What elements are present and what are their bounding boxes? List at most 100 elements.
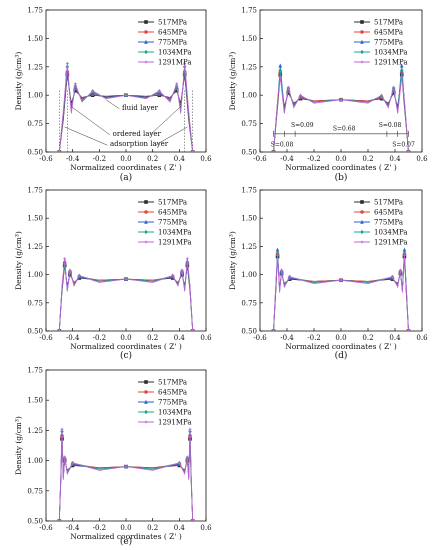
- x-tick-label: -0.2: [93, 334, 107, 342]
- panel-caption: (e): [120, 536, 132, 547]
- series-point-1291MPa: [279, 268, 284, 272]
- legend-marker-1034MPa: [360, 49, 364, 55]
- series-point-1291MPa: [180, 268, 184, 272]
- x-tick-label: 0.0: [120, 334, 131, 342]
- legend-marker-645MPa: [360, 30, 364, 34]
- segment-label: S=0.09: [291, 122, 314, 129]
- series-point-1291MPa: [188, 427, 192, 431]
- series-group: [57, 257, 195, 331]
- y-tick-label: 1.75: [27, 367, 43, 375]
- legend-label: 517MPa: [158, 379, 187, 387]
- series-point-1291MPa: [57, 329, 62, 331]
- y-axis-label: Density (g/cm³): [14, 231, 23, 290]
- panel-caption: (c): [120, 350, 132, 361]
- x-tick-label: 0.6: [200, 524, 212, 532]
- y-tick-label: 1.50: [27, 215, 43, 223]
- x-tick-label: 0.0: [120, 155, 131, 163]
- legend-label: 775MPa: [158, 39, 187, 47]
- series-point-1291MPa: [298, 93, 303, 97]
- series-point-1291MPa: [124, 93, 128, 97]
- y-axis-label: Density (g/cm³): [14, 52, 23, 111]
- legend-marker-1291MPa: [144, 60, 148, 64]
- x-tick-label: -0.2: [307, 155, 321, 163]
- y-tick-label: 1.75: [27, 187, 43, 195]
- y-tick-label: 0.50: [241, 149, 257, 157]
- series-point-775MPa: [278, 63, 283, 68]
- y-tick-label: 1.25: [27, 63, 43, 71]
- series-point-1291MPa: [287, 275, 292, 279]
- legend-marker-1291MPa: [144, 420, 148, 424]
- y-tick-label: 0.50: [27, 518, 43, 526]
- legend-label: 517MPa: [374, 199, 403, 207]
- y-tick-label: 1.75: [27, 7, 43, 15]
- x-tick-label: -0.6: [253, 334, 267, 342]
- series-line-517MPa: [58, 438, 194, 521]
- x-tick-label: 0.2: [362, 334, 373, 342]
- series-line-775MPa: [273, 249, 409, 331]
- legend-label: 1291MPa: [158, 59, 192, 67]
- x-tick-label: 0.4: [389, 155, 401, 163]
- x-tick-label: -0.6: [39, 155, 53, 163]
- panel-d: -0.6 -0.4 -0.2 0.0 0.2 0.4 0.6 0.50 0.75 1.00 1.25…: [228, 187, 428, 362]
- series-point-1291MPa: [90, 88, 95, 93]
- panel-c: -0.6 -0.4 -0.2 0.0 0.2 0.4 0.6 0.50 0.75 1.00 1.25…: [14, 187, 212, 362]
- series-line-775MPa: [58, 433, 194, 521]
- legend-label: 1034MPa: [158, 229, 192, 237]
- legend-label: 775MPa: [374, 39, 403, 47]
- x-tick-label: 0.4: [389, 334, 401, 342]
- legend-label: 1034MPa: [158, 409, 192, 417]
- series-point-1291MPa: [60, 427, 64, 431]
- x-tick-label: 0.2: [147, 155, 158, 163]
- x-tick-label: 0.4: [174, 155, 186, 163]
- x-tick-label: -0.4: [66, 524, 80, 532]
- series-point-1291MPa: [57, 150, 62, 152]
- series-line-1034MPa: [58, 431, 194, 521]
- series-point-1291MPa: [399, 75, 404, 79]
- legend-marker-517MPa: [360, 20, 364, 24]
- x-tick-label: 0.2: [147, 524, 158, 532]
- legend-marker-775MPa: [360, 219, 364, 224]
- y-tick-label: 0.75: [27, 299, 43, 307]
- y-tick-label: 1.50: [241, 215, 257, 223]
- panel-b: -0.6 -0.4 -0.2 0.0 0.2 0.4 0.6 0.50 0.75 1.00 1.25…: [228, 7, 428, 184]
- series-line-1291MPa: [273, 255, 409, 331]
- x-tick-label: -0.6: [39, 334, 53, 342]
- x-tick-label: 0.6: [416, 155, 428, 163]
- series-point-1291MPa: [70, 461, 75, 465]
- y-tick-label: 0.75: [27, 487, 43, 495]
- x-tick-label: 0.0: [335, 155, 346, 163]
- legend-marker-1291MPa: [360, 240, 364, 244]
- legend: 517MPa 645MPa 775MPa 1034MPa 1291MPa: [138, 19, 192, 67]
- series-point-1291MPa: [406, 150, 411, 152]
- series-group: [57, 61, 195, 152]
- series-line-1291MPa: [273, 76, 409, 152]
- segment-label: S=0.68: [333, 125, 356, 132]
- series-point-1291MPa: [339, 97, 343, 102]
- y-tick-label: 1.25: [27, 243, 43, 251]
- legend-label: 645MPa: [374, 209, 403, 217]
- legend-marker-1291MPa: [360, 60, 364, 64]
- legend-label: 775MPa: [374, 219, 403, 227]
- legend-label: 775MPa: [158, 399, 187, 407]
- series-line-1291MPa: [58, 258, 194, 331]
- y-tick-label: 1.50: [27, 35, 43, 43]
- x-tick-label: -0.2: [93, 155, 107, 163]
- legend-marker-775MPa: [360, 39, 364, 44]
- series-point-1291MPa: [65, 61, 70, 66]
- series-point-1291MPa: [190, 519, 195, 521]
- legend-label: 645MPa: [158, 389, 187, 397]
- x-axis-label: Normalized coordinates ( Z' ): [285, 342, 397, 351]
- legend-marker-1291MPa: [144, 240, 148, 244]
- legend-label: 517MPa: [158, 19, 187, 27]
- series-point-1291MPa: [124, 277, 128, 281]
- legend: 517MPa 645MPa 775MPa 1034MPa 1291MPa: [354, 19, 408, 67]
- series-line-517MPa: [273, 256, 409, 331]
- legend-marker-517MPa: [360, 200, 364, 204]
- x-tick-label: -0.6: [253, 155, 267, 163]
- series-line-775MPa: [58, 261, 194, 331]
- x-tick-label: 0.6: [416, 334, 428, 342]
- annotation-arrow: [155, 126, 188, 146]
- annotation-arrow: [71, 106, 111, 136]
- annotation-arrow: [64, 126, 108, 146]
- series-point-1291MPa: [124, 464, 128, 469]
